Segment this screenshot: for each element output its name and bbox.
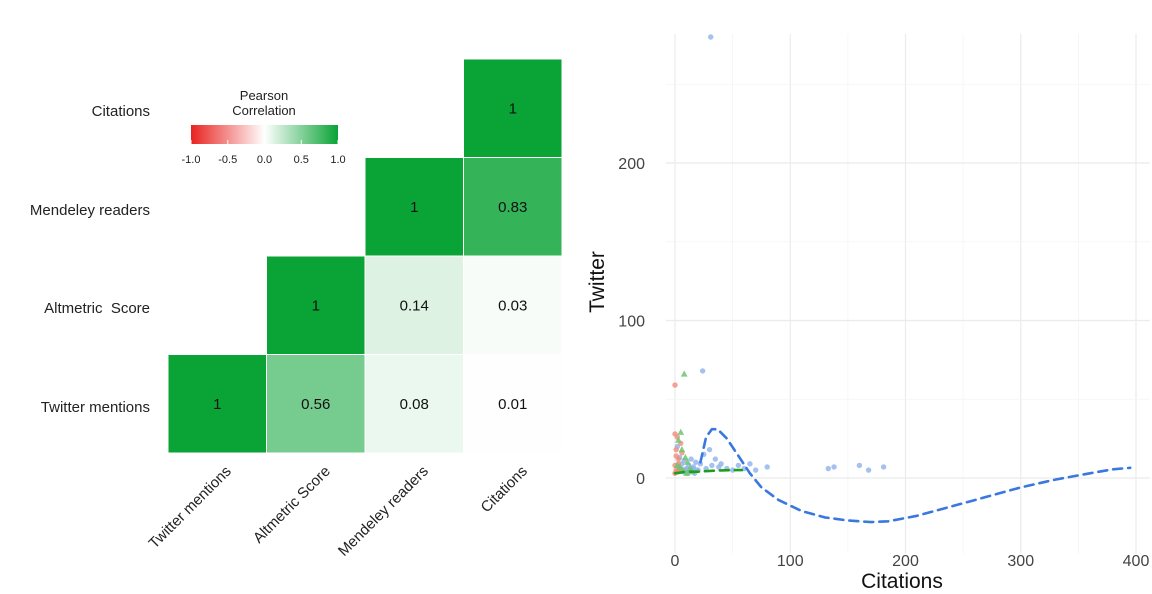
heatmap-x-axis-labels: Twitter mentions Altmetric Score Mendele… [146,463,531,560]
scatter-point [688,456,694,462]
heatmap-cell [463,255,563,355]
scatter-point [678,446,686,453]
legend-tick-label: 0.5 [294,154,309,166]
scatter-point [825,465,831,472]
citations-twitter-scatter: 0 100 200 0 100 200 300 400 Citations Twitter [586,33,1150,593]
scatter-points [672,34,887,476]
heatmap-cell-value: 1 [509,100,517,117]
heatmap-x-label: Citations [478,463,531,516]
heatmap-cell-value: 0.03 [498,297,527,314]
y-axis-ticks: 0 100 200 [618,156,645,488]
x-tick-label: 100 [777,553,804,570]
x-tick-label: 400 [1123,553,1150,570]
smooth-curves [673,427,1132,524]
heatmap-cell [266,255,366,355]
heatmap-y-label: Mendeley readers [30,202,150,219]
scatter-point [673,453,679,459]
heatmap-y-label: Altmetric Score [44,300,150,317]
scatter-point [673,446,679,453]
scatter-point [673,461,681,468]
scatter-point [752,467,759,473]
scatter-point [729,467,736,473]
x-tick-label: 200 [892,553,919,570]
y-tick-label: 200 [618,156,645,173]
scatter-point [693,459,699,465]
scatter-point [831,464,837,470]
correlation-heatmap: 1 0.56 0.08 0.01 1 0.14 0.03 1 0.83 1 Citations M… [30,58,563,560]
y-axis-label: Twitter [586,251,609,313]
smooth-curve [673,468,744,475]
scatter-point [697,461,704,467]
heatmap-cell [364,255,464,355]
scatter-point [856,462,863,469]
heatmap-x-label: Mendeley readers [335,463,432,560]
heatmap-cell [364,157,464,257]
x-axis-ticks: 0 100 200 300 400 [671,553,1150,570]
scatter-point [683,469,690,476]
scatter-point [684,458,692,465]
scatter-point [675,436,682,443]
heatmap-cell-value: 0.08 [400,396,429,413]
smooth-curve [699,427,1132,524]
scatter-point [865,467,872,473]
y-tick-label: 100 [618,314,645,331]
heatmap-cells: 1 0.56 0.08 0.01 1 0.14 0.03 1 0.83 1 [167,58,563,454]
scatter-point [764,464,770,470]
scatter-point [681,453,689,461]
heatmap-x-label: Twitter mentions [146,463,235,552]
heatmap-cell-value: 0.14 [400,297,429,314]
heatmap-cell-value: 0.83 [498,199,527,216]
heatmap-cell-value: 0.01 [498,396,527,413]
heatmap-cell-value: 1 [213,396,221,413]
heatmap-x-label: Altmetric Score [250,463,334,547]
x-tick-label: 0 [671,553,680,570]
y-tick-label: 0 [636,471,645,488]
scatter-point [709,462,715,469]
legend-title: Pearson [240,88,288,103]
scatter-point [735,462,742,469]
scatter-point [706,446,713,453]
legend-tick-label: 1.0 [330,154,345,166]
heatmap-y-label: Twitter mentions [41,399,150,416]
heatmap-cell-value: 1 [312,297,320,314]
legend-color-bar [191,125,338,144]
scatter-point [712,456,719,462]
x-axis-label: Citations [861,570,943,593]
heatmap-y-label: Citations [92,103,150,120]
heatmap-cell [266,354,366,454]
heatmap-cell [463,58,563,158]
scatter-point [708,34,714,40]
legend-ticks: -1.0 -0.5 0.0 0.5 1.0 [182,140,346,166]
scatter-point [672,382,678,388]
x-tick-label: 300 [1007,553,1034,570]
legend-tick-label: -0.5 [218,154,237,166]
heatmap-y-axis-labels: Citations Mendeley readers Altmetric Sco… [30,103,150,416]
legend-title: Correlation [232,103,296,118]
heatmap-cell-value: 0.56 [301,396,330,413]
scatter-point [747,461,753,467]
heatmap-cell [167,354,267,454]
scatter-point [880,464,887,470]
heatmap-cell-value: 1 [410,199,418,216]
heatmap-color-legend: Pearson Correlation -1.0 -0.5 0.0 0.5 1.0 [182,88,346,166]
heatmap-cell [463,157,563,257]
scatter-point [680,370,688,377]
scatter-point [677,428,685,435]
scatter-point [718,461,724,467]
heatmap-cell [463,354,563,454]
scatter-point [699,368,706,374]
legend-tick-label: -1.0 [182,154,201,166]
legend-tick-label: 0.0 [257,154,272,166]
